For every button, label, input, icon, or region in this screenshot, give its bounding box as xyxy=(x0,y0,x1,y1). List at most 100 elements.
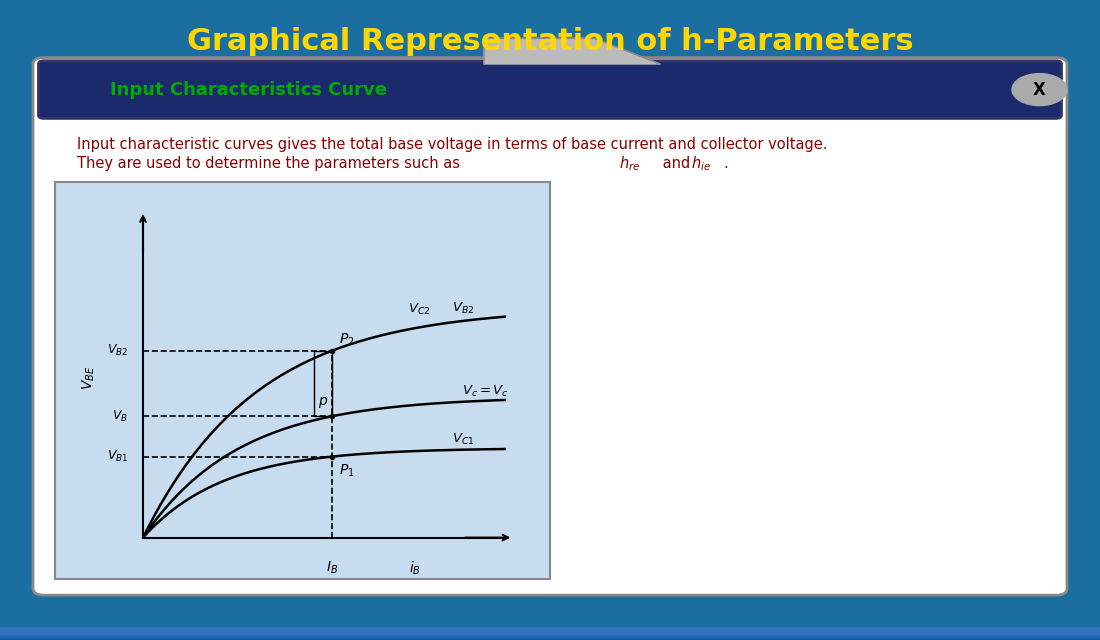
Bar xyxy=(0,631,1100,637)
Text: $V_{BE}$: $V_{BE}$ xyxy=(80,365,97,390)
Text: $V_{B2}$: $V_{B2}$ xyxy=(452,301,474,316)
Bar xyxy=(0,631,1100,637)
Bar xyxy=(0,628,1100,635)
Bar xyxy=(0,633,1100,639)
Bar xyxy=(0,631,1100,637)
Bar xyxy=(0,629,1100,636)
Text: X: X xyxy=(1033,81,1046,99)
Bar xyxy=(0,634,1100,640)
Circle shape xyxy=(1012,74,1067,106)
Bar xyxy=(0,630,1100,636)
Bar xyxy=(0,628,1100,635)
Bar xyxy=(0,630,1100,637)
Bar xyxy=(0,632,1100,639)
Text: $V_B$: $V_B$ xyxy=(112,409,129,424)
Bar xyxy=(0,630,1100,636)
Text: $h_{ie}$: $h_{ie}$ xyxy=(691,154,711,173)
Bar xyxy=(0,628,1100,635)
Bar xyxy=(0,631,1100,637)
Bar xyxy=(0,630,1100,636)
Bar xyxy=(0,628,1100,634)
Bar xyxy=(0,632,1100,639)
Bar xyxy=(0,627,1100,634)
Bar xyxy=(0,627,1100,634)
Bar xyxy=(0,630,1100,637)
Bar xyxy=(0,628,1100,634)
Bar xyxy=(0,630,1100,637)
Bar xyxy=(0,630,1100,637)
Text: Graphical Representation of h-Parameters: Graphical Representation of h-Parameters xyxy=(187,27,913,56)
Text: $V_c = V_c$: $V_c = V_c$ xyxy=(462,383,509,399)
Bar xyxy=(0,633,1100,639)
Bar xyxy=(0,628,1100,635)
Bar xyxy=(0,630,1100,636)
Bar xyxy=(0,633,1100,639)
Bar xyxy=(0,632,1100,639)
Bar xyxy=(0,630,1100,636)
Bar xyxy=(0,630,1100,636)
Bar xyxy=(0,629,1100,636)
Text: They are used to determine the parameters such as: They are used to determine the parameter… xyxy=(77,156,464,171)
Bar xyxy=(0,633,1100,639)
Bar xyxy=(0,632,1100,639)
Text: and: and xyxy=(658,156,695,171)
Polygon shape xyxy=(484,38,660,64)
Bar xyxy=(0,630,1100,636)
Bar xyxy=(0,633,1100,639)
Bar xyxy=(0,629,1100,636)
Bar xyxy=(0,632,1100,638)
Bar xyxy=(0,627,1100,634)
FancyBboxPatch shape xyxy=(55,182,550,579)
Bar xyxy=(0,632,1100,639)
Text: $V_{C2}$: $V_{C2}$ xyxy=(408,301,430,317)
Bar xyxy=(0,630,1100,636)
Bar xyxy=(0,630,1100,637)
Bar xyxy=(0,631,1100,637)
Text: $V_{B2}$: $V_{B2}$ xyxy=(108,343,129,358)
Bar xyxy=(0,634,1100,640)
Bar xyxy=(0,630,1100,636)
Bar xyxy=(0,631,1100,637)
Bar xyxy=(0,629,1100,636)
Bar xyxy=(0,632,1100,638)
Bar xyxy=(0,627,1100,634)
Bar xyxy=(0,632,1100,639)
Text: Input characteristic curves gives the total base voltage in terms of base curren: Input characteristic curves gives the to… xyxy=(77,136,827,152)
Bar xyxy=(0,628,1100,634)
Bar xyxy=(0,631,1100,637)
Bar xyxy=(0,632,1100,639)
Bar xyxy=(0,632,1100,639)
Bar xyxy=(0,628,1100,634)
Bar xyxy=(0,631,1100,637)
Bar xyxy=(0,634,1100,640)
Text: $I_B$: $I_B$ xyxy=(326,560,338,577)
Bar xyxy=(0,632,1100,638)
Bar xyxy=(0,628,1100,635)
Text: $P_1$: $P_1$ xyxy=(339,463,354,479)
Text: $i_B$: $i_B$ xyxy=(409,560,421,577)
Bar xyxy=(0,629,1100,636)
Bar xyxy=(0,628,1100,635)
Bar xyxy=(0,628,1100,635)
FancyBboxPatch shape xyxy=(39,61,1062,118)
Bar xyxy=(0,634,1100,640)
FancyBboxPatch shape xyxy=(33,58,1067,595)
Text: $h_{re}$: $h_{re}$ xyxy=(619,154,640,173)
Bar xyxy=(0,631,1100,637)
Bar xyxy=(0,628,1100,634)
Bar xyxy=(0,629,1100,636)
Bar xyxy=(0,631,1100,637)
Text: .: . xyxy=(724,156,728,171)
Bar xyxy=(0,632,1100,639)
Bar xyxy=(0,632,1100,639)
Bar xyxy=(0,632,1100,638)
Text: $V_{C1}$: $V_{C1}$ xyxy=(452,431,474,447)
Bar xyxy=(0,630,1100,637)
Bar xyxy=(0,627,1100,634)
Text: $p$: $p$ xyxy=(318,395,328,410)
Text: Input Characteristics Curve: Input Characteristics Curve xyxy=(110,81,387,99)
Bar xyxy=(0,632,1100,638)
Bar xyxy=(0,628,1100,634)
Bar xyxy=(0,628,1100,635)
Bar xyxy=(0,634,1100,640)
